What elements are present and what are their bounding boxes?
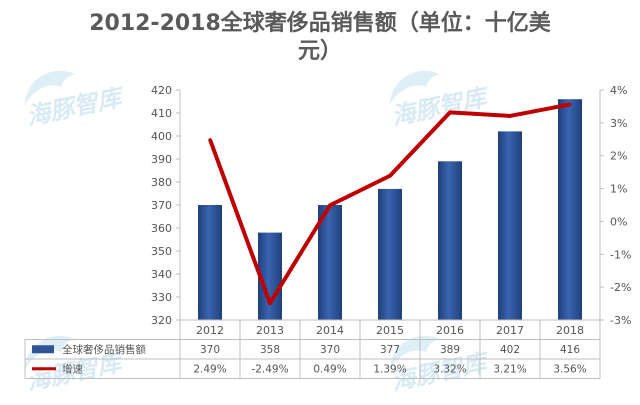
table-cell-sales: 370 <box>320 344 340 356</box>
category-label: 2014 <box>316 324 344 337</box>
bar-2015 <box>378 188 402 320</box>
legend-label-sales: 全球奢侈品销售额 <box>62 343 146 356</box>
right-tick-label: -1% <box>610 248 631 261</box>
table-cell-sales: 358 <box>260 344 280 356</box>
left-tick-label: 350 <box>151 245 172 258</box>
table-cell-growth: 0.49% <box>313 364 346 376</box>
category-label: 2016 <box>436 324 464 337</box>
bar-series <box>198 99 582 320</box>
legend-label-growth: 增速 <box>62 363 83 376</box>
left-axis-ticks: 320 330 340 350 360 370 380 390 400 410 420 <box>151 84 180 327</box>
category-label: 2012 <box>196 324 224 337</box>
right-tick-label: 3% <box>610 117 627 130</box>
left-tick-label: 340 <box>151 268 172 281</box>
dolphin-icon <box>389 335 441 371</box>
bar-2012 <box>198 205 222 320</box>
right-tick-label: -3% <box>610 314 631 327</box>
dolphin-icon <box>389 70 441 106</box>
category-label: 2015 <box>376 324 404 337</box>
table-cell-sales: 402 <box>500 344 520 356</box>
category-label: 2018 <box>556 324 584 337</box>
watermark: 海豚智库 <box>389 70 493 131</box>
right-tick-label: 0% <box>610 215 627 228</box>
chart-title-line-2: 元） <box>298 39 342 64</box>
right-axis-ticks: -3% -2% -1% 0% 1% 2% 3% 4% <box>600 84 631 327</box>
left-tick-label: 360 <box>151 222 172 235</box>
right-tick-label: -2% <box>610 281 631 294</box>
category-label: 2013 <box>256 324 284 337</box>
growth-point-2017 <box>508 114 512 118</box>
table-cell-growth: 3.32% <box>433 364 466 376</box>
left-tick-label: 400 <box>151 130 172 143</box>
chart-title-line-1: 2012-2018全球奢侈品销售额（单位：十亿美 <box>89 10 552 36</box>
left-tick-label: 370 <box>151 199 172 212</box>
table-cell-growth: 3.56% <box>553 364 586 376</box>
growth-point-2018 <box>568 102 572 106</box>
table-cell-growth: 1.39% <box>373 364 406 376</box>
right-tick-label: 2% <box>610 150 627 163</box>
bar-2017 <box>498 131 522 320</box>
bar-2018 <box>558 99 582 320</box>
left-tick-label: 320 <box>151 314 172 327</box>
growth-point-2014 <box>328 203 332 207</box>
table-cell-sales: 370 <box>200 344 220 356</box>
growth-line-series <box>208 102 572 306</box>
left-tick-label: 390 <box>151 153 172 166</box>
table-cell-sales: 416 <box>560 344 580 356</box>
table-cell-growth: 3.21% <box>493 364 526 376</box>
bar-2016 <box>438 161 462 320</box>
growth-point-2013 <box>268 301 272 305</box>
watermark: 海豚智库 <box>24 70 128 131</box>
legend-key-sales <box>32 345 54 354</box>
bar-2014 <box>318 205 342 320</box>
left-tick-label: 410 <box>151 107 172 120</box>
table-cell-sales: 377 <box>380 344 400 356</box>
dolphin-icon <box>24 70 76 106</box>
left-tick-label: 330 <box>151 291 172 304</box>
table-cell-growth: 2.49% <box>193 364 226 376</box>
left-tick-label: 420 <box>151 84 172 97</box>
growth-point-2015 <box>388 174 392 178</box>
left-tick-label: 380 <box>151 176 172 189</box>
table-cell-sales: 389 <box>440 344 460 356</box>
table-cell-growth: -2.49% <box>251 364 288 376</box>
dolphin-icon <box>24 335 76 371</box>
growth-point-2016 <box>448 110 452 114</box>
watermark-text: 海豚智库 <box>24 83 128 131</box>
right-tick-label: 1% <box>610 183 627 196</box>
category-label: 2017 <box>496 324 524 337</box>
right-tick-label: 4% <box>610 84 627 97</box>
growth-point-2012 <box>208 138 212 142</box>
